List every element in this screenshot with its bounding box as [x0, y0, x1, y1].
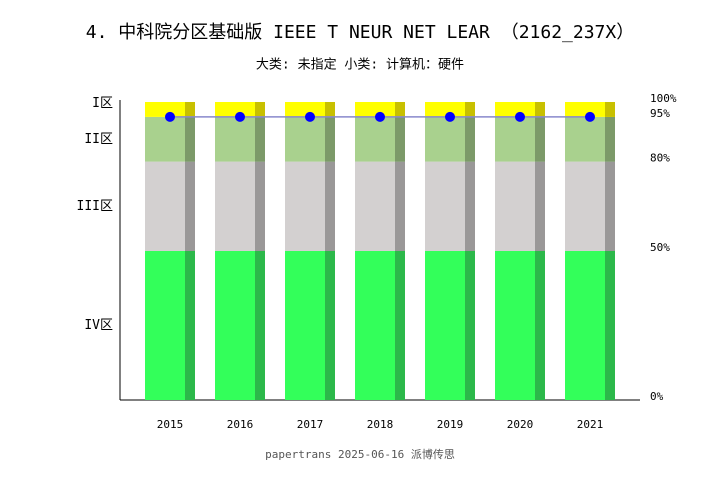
- bar-side: [465, 251, 475, 400]
- x-tick-label: 2018: [367, 418, 394, 431]
- point: [445, 111, 455, 122]
- bar-side: [465, 102, 475, 117]
- point: [515, 111, 525, 122]
- bar-side: [535, 116, 545, 162]
- point: [585, 111, 595, 122]
- bar-segment: [215, 102, 265, 117]
- y-tick-label: 100%: [650, 92, 677, 105]
- x-tick-label: 2021: [577, 418, 604, 431]
- y-tick-label: 80%: [650, 152, 670, 165]
- bar-side: [325, 251, 335, 400]
- bar-segment: [355, 102, 405, 117]
- bar-side: [185, 251, 195, 400]
- bar-side: [185, 161, 195, 251]
- y-tick-label: 95%: [650, 107, 670, 120]
- bar-side: [255, 102, 265, 117]
- x-tick-label: 2017: [297, 418, 324, 431]
- point: [165, 111, 175, 122]
- bar-side: [465, 161, 475, 251]
- bar-side: [535, 102, 545, 117]
- bar-side: [605, 102, 615, 117]
- x-tick-label: 2020: [507, 418, 534, 431]
- chart-title: 4. 中科院分区基础版 IEEE T NEUR NET LEAR （2162_2…: [86, 22, 634, 43]
- x-tick-label: 2019: [437, 418, 464, 431]
- bar-side: [255, 161, 265, 251]
- x-tick-label: 2016: [227, 418, 254, 431]
- bar-side: [395, 161, 405, 251]
- footer: papertrans 2025-06-16 派博传思: [265, 448, 455, 461]
- bar-side: [605, 161, 615, 251]
- bar-side: [395, 116, 405, 162]
- point: [235, 111, 245, 122]
- bar-side: [465, 116, 475, 162]
- x-tick-label: 2015: [157, 418, 184, 431]
- bar-side: [605, 116, 615, 162]
- y-tick-label: 0%: [650, 390, 664, 403]
- bar-segment: [285, 102, 335, 117]
- bar-segment: [425, 102, 475, 117]
- bar-side: [395, 251, 405, 400]
- bar-segment: [495, 102, 545, 117]
- bar-side: [185, 102, 195, 117]
- bar-segment: [565, 102, 615, 117]
- bar-side: [185, 116, 195, 162]
- point: [375, 111, 385, 122]
- chart-subtitle: 大类: 未指定 小类: 计算机：硬件: [256, 58, 464, 73]
- zone-label: II区: [84, 132, 113, 147]
- bar-side: [325, 161, 335, 251]
- bar-side: [255, 251, 265, 400]
- zone-label: I区: [92, 96, 113, 111]
- bar-side: [325, 116, 335, 162]
- bar-side: [325, 102, 335, 117]
- zone-label: IV区: [84, 318, 113, 333]
- bar-side: [535, 251, 545, 400]
- bar-side: [255, 116, 265, 162]
- zone-label: III区: [77, 199, 113, 214]
- bar-side: [535, 161, 545, 251]
- y-tick-label: 50%: [650, 241, 670, 254]
- point: [305, 111, 315, 122]
- bar-segment: [145, 102, 195, 117]
- bar-side: [395, 102, 405, 117]
- bar-side: [605, 251, 615, 400]
